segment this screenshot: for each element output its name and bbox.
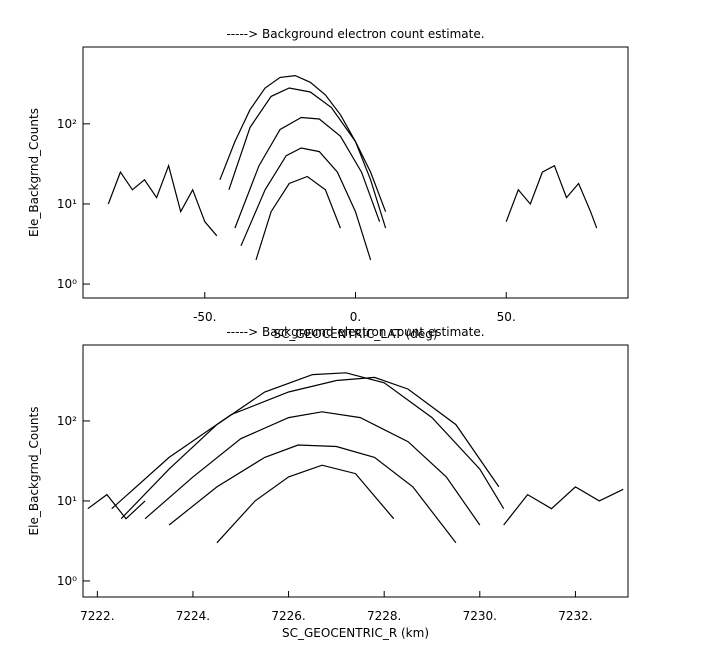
y-axis-label: Ele_Backgrnd_Counts (27, 108, 41, 237)
data-line (505, 164, 598, 229)
data-line (120, 372, 505, 520)
data-line (111, 376, 500, 510)
y-tick-label: 10⁰ (57, 277, 77, 291)
data-line (240, 147, 372, 261)
x-tick-label: 7228. (367, 609, 401, 623)
data-line (228, 87, 387, 212)
data-line (144, 411, 481, 526)
x-tick-label: 7222. (80, 609, 114, 623)
chart-title: -----> Background electron count estimat… (226, 325, 484, 339)
data-line (503, 486, 624, 526)
data-line (87, 493, 146, 520)
x-tick-label: -50. (193, 310, 216, 324)
x-tick-label: 7226. (271, 609, 305, 623)
x-tick-label: 7230. (463, 609, 497, 623)
y-tick-label: 10¹ (57, 197, 77, 211)
plot-frame (82, 344, 629, 598)
x-tick-label: 50. (497, 310, 516, 324)
x-tick-label: 7224. (176, 609, 210, 623)
y-tick-label: 10² (57, 414, 77, 428)
data-line (255, 175, 341, 261)
data-line (168, 444, 457, 544)
x-tick-label: 7232. (558, 609, 592, 623)
y-tick-label: 10¹ (57, 494, 77, 508)
y-axis-label: Ele_Backgrnd_Counts (27, 407, 41, 536)
data-line (216, 464, 395, 544)
chart-title: -----> Background electron count estimat… (226, 27, 484, 41)
data-line (234, 116, 381, 229)
x-axis-label: SC_GEOCENTRIC_LAT (deg) (273, 327, 437, 341)
plot-frame (82, 46, 629, 299)
x-tick-label: 0. (350, 310, 361, 324)
y-tick-label: 10² (57, 117, 77, 131)
x-axis-label: SC_GEOCENTRIC_R (km) (282, 626, 429, 640)
data-line (107, 163, 218, 237)
y-tick-label: 10⁰ (57, 574, 77, 588)
